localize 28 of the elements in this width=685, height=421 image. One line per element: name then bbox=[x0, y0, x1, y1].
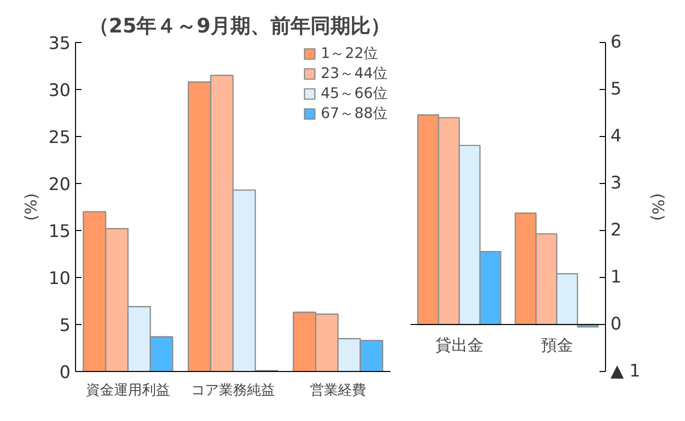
y-tick-label: 20 bbox=[48, 175, 71, 195]
y2-tick-label: 3 bbox=[610, 174, 622, 194]
y-tick-label: 10 bbox=[48, 269, 71, 289]
x-tick-label: コア業務純益 bbox=[191, 382, 275, 398]
legend-label: 45～66位 bbox=[320, 84, 388, 103]
y-tick-label: 15 bbox=[48, 222, 71, 242]
y2-tick-label: 2 bbox=[610, 220, 622, 240]
y-axis-title: (%) bbox=[21, 193, 40, 221]
x-tick-label: 営業経費 bbox=[310, 382, 366, 398]
y-tick-label: 0 bbox=[59, 363, 71, 383]
y2-tick-label: 6 bbox=[610, 32, 622, 52]
y-tick-label: 30 bbox=[48, 81, 71, 101]
y-tick-label: 25 bbox=[48, 128, 71, 148]
x-tick-label: 預金 bbox=[540, 336, 573, 354]
legend-label: 1～22位 bbox=[320, 44, 379, 63]
y2-tick-label: ▲ 1 bbox=[610, 362, 640, 382]
y2-axis-title: (%) bbox=[648, 193, 668, 221]
y2-tick-label: 0 bbox=[610, 314, 622, 334]
x-tick-label: 貸出金 bbox=[435, 336, 484, 354]
x-tick-label: 資金運用利益 bbox=[86, 382, 170, 398]
y-tick-label: 5 bbox=[59, 316, 71, 336]
y2-tick-label: 5 bbox=[610, 80, 622, 100]
y-tick-label: 35 bbox=[48, 34, 71, 54]
y2-tick-label: 1 bbox=[610, 268, 622, 288]
chart-title: （25年４～9月期、前年同期比） bbox=[88, 14, 390, 38]
legend-label: 23～44位 bbox=[320, 64, 388, 83]
y2-tick-label: 4 bbox=[610, 126, 622, 146]
legend-label: 67～88位 bbox=[320, 104, 388, 123]
